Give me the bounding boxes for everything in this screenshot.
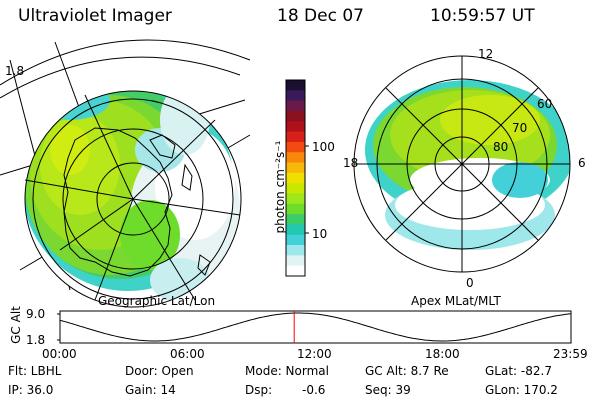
dsp-value: -0.6 [302,383,326,397]
colorbar-stripe [286,203,305,215]
time-label: 10:59:57 UT [430,6,535,26]
colorbar-stripe [286,152,305,164]
colorbar-stripe [286,193,305,205]
instrument-title: Ultraviolet Imager [18,6,172,26]
timeline-xtick-1: 06:00 [170,347,205,361]
mlt-label-right: 6 [578,156,586,170]
coastline [63,127,211,277]
timeline-chart [57,310,572,344]
colorbar-stripe [286,214,305,225]
colorbar-stripe [286,162,305,174]
timeline-ytick-top: 9.0 [26,307,46,321]
colorbar-stripe [286,131,305,143]
timeline-ytick-bottom: 1.8 [26,333,46,347]
colorbar-stripe [286,121,305,133]
colorbar-stripe [286,172,305,184]
dsp-label: Dsp: [245,383,273,397]
geo-caption: Geographic Lat/Lon [98,294,216,308]
geographic-panel: 1.8 [0,39,251,308]
mlat-label-80: 80 [493,140,509,154]
apex-panel [353,55,571,273]
colorbar-tick-100: 100 [312,140,335,154]
colorbar-stripe [286,90,305,102]
glon-readout: GLon: 170.2 [485,383,558,397]
date-label: 18 Dec 07 [277,6,364,26]
seq-readout: Seq: 39 [365,383,411,397]
colorbar-tick-10: 10 [312,227,328,241]
ip-readout: IP: 36.0 [8,383,54,397]
mlt-label-bottom: 0 [466,276,474,290]
apex-caption: Apex MLat/MLT [411,294,501,308]
geo-aurora-image [25,91,241,307]
mlat-label-70: 70 [512,121,528,135]
mlt-label-left: 18 [343,156,359,170]
gain-readout: Gain: 14 [125,383,176,397]
colorbar-stripe [286,234,305,246]
apex-grid [353,55,571,273]
colorbar [285,79,309,277]
colorbar-stripe [286,100,305,112]
geo-small-num: 1.8 [5,64,24,78]
flt-readout: Flt: LBHL [8,364,62,378]
colorbar-unit-label: photon cm⁻²s⁻¹ [273,140,287,234]
gcalt-readout: GC Alt: 8.7 Re [365,364,449,378]
geo-grid [24,90,242,308]
colorbar-stripe [286,80,305,91]
mlat-label-60: 60 [537,97,553,111]
colorbar-stripe [286,224,305,236]
colorbar-stripe [286,245,305,256]
orbit-altitude-line [60,312,571,342]
colorbar-stripe [286,265,305,277]
door-readout: Door: Open [125,364,194,378]
timeline-ylabel: GC Alt [9,306,23,344]
timeline-xtick-0: 00:00 [42,347,77,361]
timeline-xtick-2: 12:00 [297,347,332,361]
colorbar-stripe [286,110,305,122]
colorbar-stripe [286,141,305,153]
mlt-label-top: 12 [478,47,494,61]
glat-readout: GLat: -82.7 [485,364,552,378]
colorbar-stripe [286,183,305,194]
timeline-xtick-4: 23:59 [553,347,588,361]
timeline-xtick-3: 18:00 [425,347,460,361]
colorbar-stripe [286,255,305,267]
mode-readout: Mode: Normal [245,364,329,378]
